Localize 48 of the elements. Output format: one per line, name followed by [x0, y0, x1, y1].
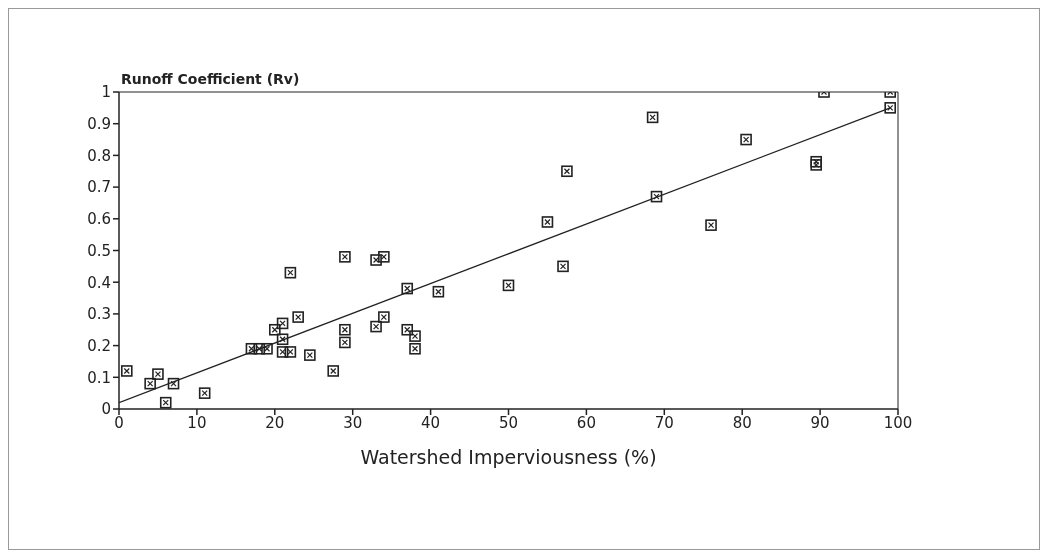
- y-tick-label: 0.7: [87, 178, 111, 197]
- point: [432, 285, 445, 298]
- point: [541, 216, 554, 228]
- point: [276, 346, 289, 358]
- point: [276, 333, 289, 346]
- point: [409, 342, 421, 355]
- y-tick-label: 0.5: [87, 241, 111, 260]
- point: [650, 190, 663, 203]
- point: [198, 387, 211, 399]
- x-tick-label: 30: [343, 413, 363, 432]
- y-tick-label: 0.8: [87, 146, 111, 165]
- x-tick-label: 0: [114, 413, 124, 432]
- x-tick-label: 90: [810, 413, 830, 432]
- x-tick-label: 40: [421, 413, 441, 432]
- point: [284, 346, 297, 358]
- x-tick-label: 20: [265, 413, 285, 432]
- point: [144, 377, 156, 390]
- y-tick-label: 0.2: [87, 336, 111, 355]
- x-tick-label: 80: [732, 413, 752, 432]
- y-tick-label: 0.9: [87, 115, 111, 134]
- point: [292, 311, 304, 323]
- y-tick-label: 0: [101, 400, 111, 419]
- x-axis-title: Watershed Imperviousness (%): [360, 446, 657, 468]
- point: [327, 365, 340, 377]
- point: [261, 342, 273, 355]
- y-tick-label: 0.6: [87, 210, 111, 229]
- x-tick-label: 60: [576, 413, 596, 432]
- x-tick-label: 70: [654, 413, 674, 432]
- point: [502, 279, 515, 292]
- point: [705, 219, 717, 231]
- point: [370, 320, 382, 333]
- point: [120, 365, 133, 377]
- point: [561, 165, 573, 178]
- x-tick-label: 100: [883, 413, 913, 432]
- y-axis-title: Runoff Coefficient (Rv): [121, 71, 300, 87]
- point: [339, 323, 351, 336]
- x-tick-label: 10: [187, 413, 207, 432]
- point: [339, 336, 351, 349]
- point: [159, 396, 172, 409]
- y-tick-label: 0.1: [87, 368, 111, 387]
- point: [167, 377, 180, 390]
- y-tick-label: 0.3: [87, 305, 111, 324]
- y-tick-label: 0.4: [87, 273, 111, 292]
- point: [740, 133, 752, 146]
- y-tick-label: 1: [101, 83, 111, 102]
- point: [401, 282, 414, 295]
- point: [557, 260, 569, 273]
- x-tick-label: 50: [498, 413, 519, 432]
